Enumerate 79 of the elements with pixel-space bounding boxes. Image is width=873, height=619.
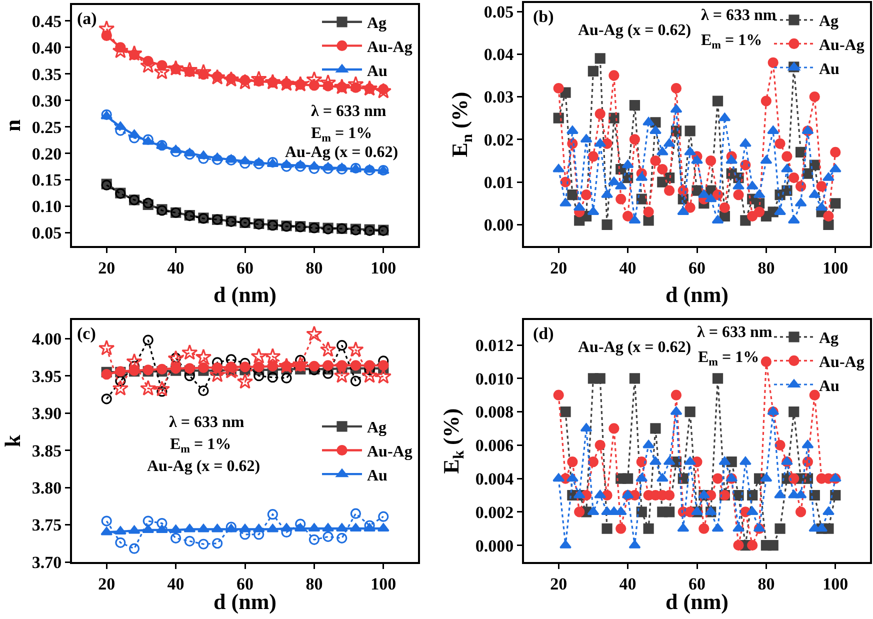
annotation: E$_{m}$ = 1% <box>701 32 762 52</box>
y-tick-label: 0.15 <box>32 170 62 190</box>
legend-label: Ag <box>819 330 839 348</box>
y-tick-label: 0.008 <box>475 402 514 422</box>
y-tick-label: 0.45 <box>32 12 62 31</box>
y-tick-label: 0.00 <box>484 216 514 235</box>
y-tick-label: 0.000 <box>475 536 514 556</box>
x-tick-label: 20 <box>98 574 116 594</box>
y-tick-label: 0.01 <box>484 173 514 192</box>
x-tick-label: 20 <box>550 258 568 278</box>
y-tick-label: 4.00 <box>32 330 62 349</box>
y-tick-label: 3.75 <box>32 516 62 535</box>
x-axis-title: d (nm) <box>666 282 728 307</box>
annotation: (d) <box>533 324 554 343</box>
annotation: Au-Ag (x = 0.62) <box>285 144 398 161</box>
y-tick-label: 0.004 <box>475 470 514 488</box>
x-axis-title: d (nm) <box>214 282 276 307</box>
annotation: λ = 633 nm <box>169 414 245 431</box>
x-tick-label: 20 <box>550 574 568 594</box>
legend-label: Au-Ag <box>367 38 412 56</box>
y-tick-label: 0.012 <box>475 336 514 355</box>
x-tick-label: 80 <box>306 574 323 594</box>
x-tick-label: 80 <box>758 258 775 278</box>
x-tick-label: 40 <box>619 574 636 594</box>
annotation: λ = 633 nm <box>311 103 387 120</box>
y-tick-label: 3.90 <box>32 404 62 424</box>
legend-label: Au-Ag <box>819 36 864 54</box>
annotation: E$_{m}$ = 1% <box>311 125 372 144</box>
x-tick-label: 20 <box>98 258 116 278</box>
y-tick-label: 0.05 <box>32 224 62 243</box>
y-tick-label: 0.010 <box>475 369 514 388</box>
legend-label: Au-Ag <box>367 443 412 460</box>
y-tick-label: 0.10 <box>32 197 62 216</box>
x-tick-label: 100 <box>822 258 848 278</box>
annotation: (b) <box>533 7 554 26</box>
annotation: (c) <box>77 324 96 343</box>
legend-label: Au <box>367 62 388 80</box>
annotation: Au-Ag (x = 0.62) <box>147 458 260 475</box>
y-tick-label: 0.03 <box>484 88 514 107</box>
x-tick-label: 100 <box>822 574 848 594</box>
legend-label: Ag <box>367 420 387 437</box>
y-tick-label: 0.30 <box>32 91 62 110</box>
legend-label: Au <box>819 378 840 395</box>
x-tick-label: 80 <box>306 258 323 278</box>
x-tick-label: 100 <box>370 574 396 594</box>
legend-label: Au <box>367 467 388 484</box>
y-tick-label: 0.25 <box>32 118 62 137</box>
y-tick-label: 3.85 <box>32 441 62 460</box>
y-tick-label: 0.002 <box>475 502 514 522</box>
annotation: Au-Ag (x = 0.62) <box>578 22 692 39</box>
y-tick-label: 0.35 <box>32 64 62 84</box>
y-tick-label: 3.80 <box>32 478 62 498</box>
y-tick-label: 0.05 <box>484 2 514 22</box>
annotation: λ = 633 nm <box>701 7 777 24</box>
y-tick-label: 0.006 <box>475 436 514 456</box>
annotation: (a) <box>77 9 97 28</box>
x-tick-label: 60 <box>688 258 706 278</box>
y-tick-label: 0.04 <box>484 45 514 64</box>
x-tick-label: 60 <box>236 258 254 278</box>
annotation: λ = 633 nm <box>697 324 773 341</box>
y-axis-title: k <box>0 434 25 448</box>
x-tick-label: 40 <box>619 258 636 278</box>
y-tick-label: 0.40 <box>32 38 62 58</box>
annotation: E$_{m}$ = 1% <box>170 436 232 456</box>
x-tick-label: 80 <box>758 574 775 594</box>
legend-label: Au-Ag <box>819 354 864 371</box>
y-tick-label: 0.02 <box>484 130 514 150</box>
y-axis-title: n <box>0 119 25 132</box>
legend-label: Ag <box>819 13 839 30</box>
legend-label: Au <box>819 60 840 78</box>
y-tick-label: 3.95 <box>32 366 62 386</box>
x-tick-label: 40 <box>167 574 184 594</box>
y-tick-label: 3.70 <box>32 552 62 572</box>
y-tick-label: 0.20 <box>32 144 62 164</box>
x-tick-label: 100 <box>370 258 396 278</box>
legend-label: Ag <box>367 15 387 32</box>
annotation: E$_{m}$ = 1% <box>698 349 760 368</box>
x-tick-label: 40 <box>167 258 184 278</box>
annotation: Au-Ag (x = 0.62) <box>578 339 692 356</box>
